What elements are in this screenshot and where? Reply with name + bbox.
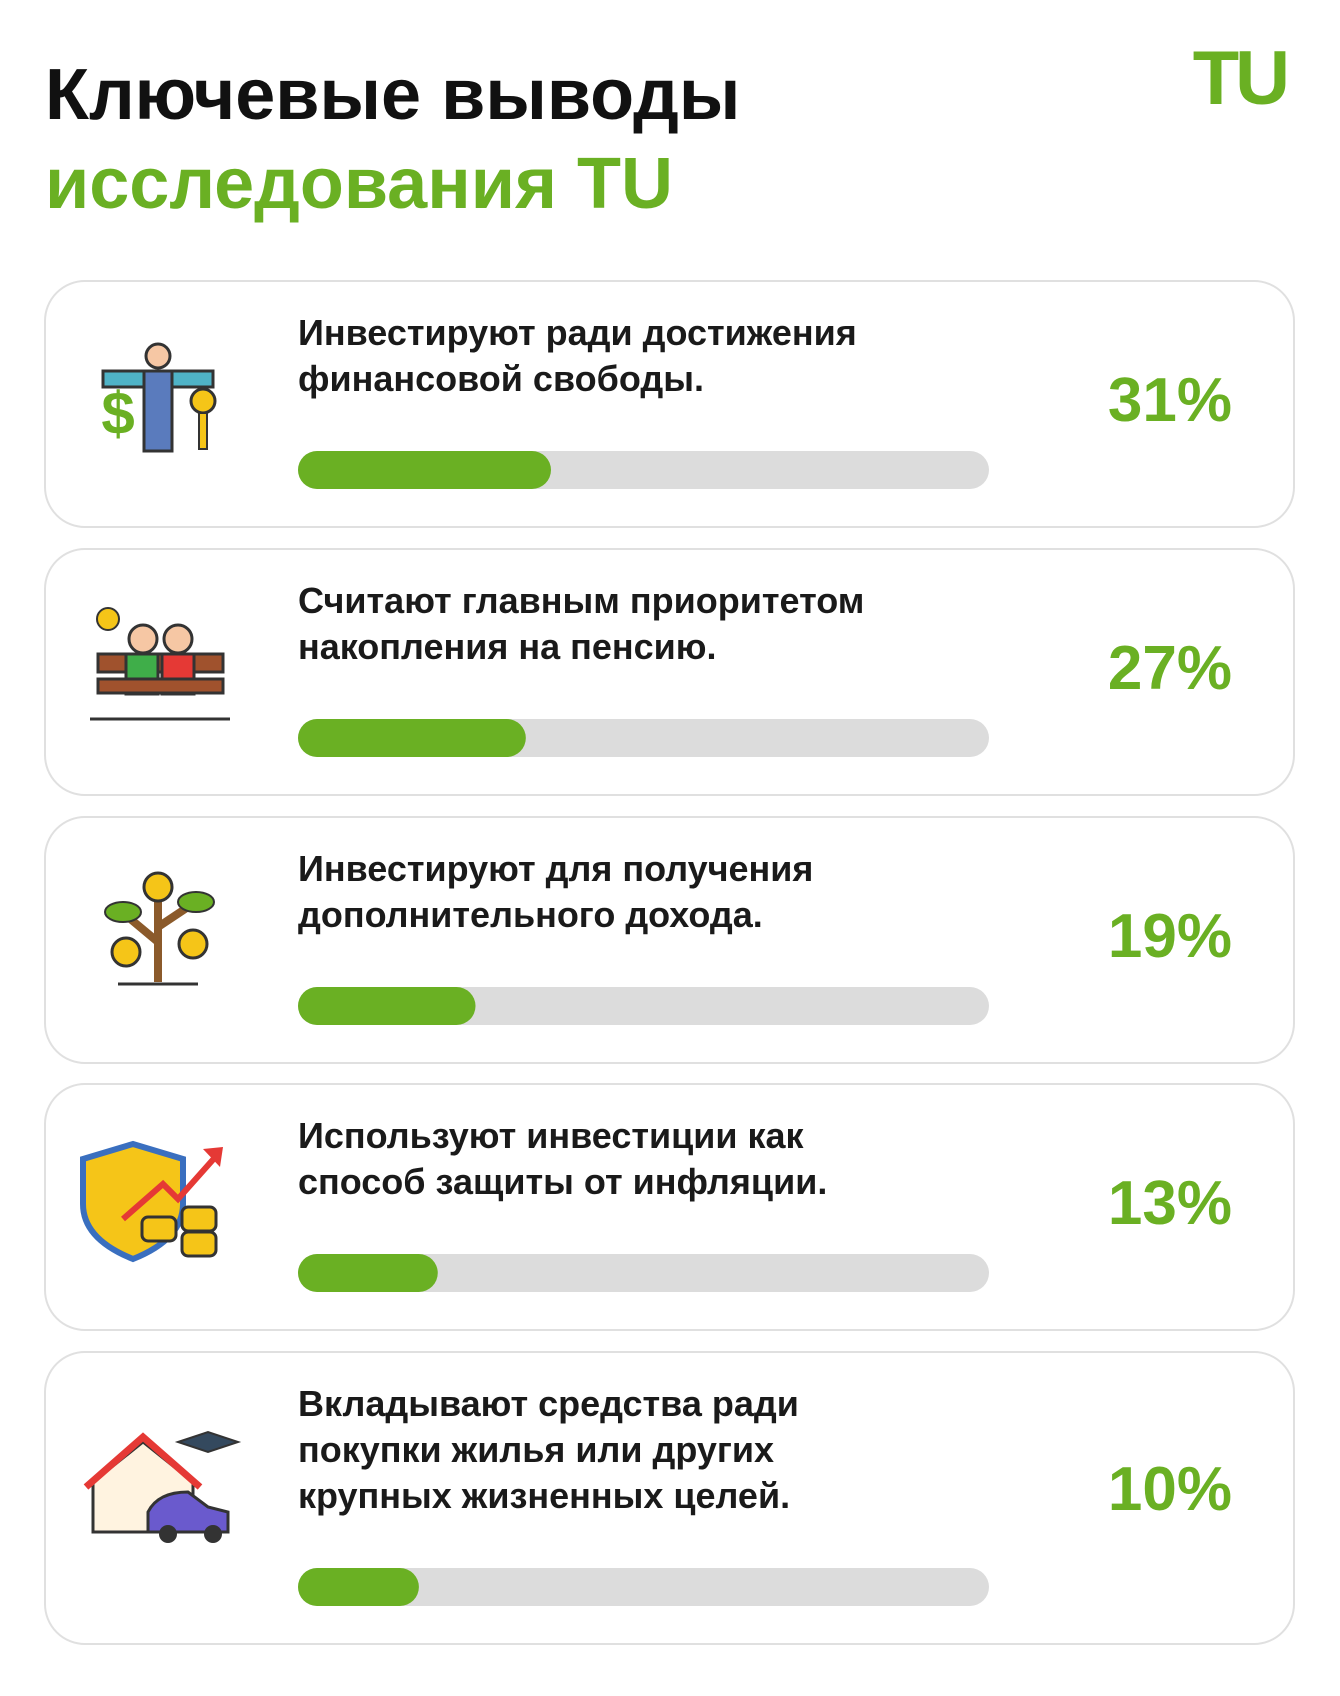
icon <box>80 1140 223 1263</box>
icon-part <box>96 607 120 631</box>
item-text: крупных жизненных целей. <box>298 1475 790 1516</box>
icon-part <box>142 871 174 903</box>
icon-part <box>140 1215 178 1243</box>
bar <box>298 451 551 489</box>
item-text: Вкладывают средства ради <box>298 1383 799 1424</box>
card: $ Инвестируют ради достижения финансовой с… <box>44 280 1295 528</box>
icon-part <box>83 1432 203 1490</box>
icon <box>90 607 230 721</box>
icon-part <box>203 1147 223 1167</box>
icon: $ <box>101 342 217 453</box>
card: Считают главным приоритетом накопления на… <box>44 548 1295 796</box>
percent-label: 13% <box>1108 1169 1232 1238</box>
bar <box>298 1568 419 1606</box>
bar-track <box>298 1568 989 1606</box>
icon-part <box>177 928 209 960</box>
icon-part <box>177 891 215 913</box>
item-text: Инвестируют для получения <box>298 848 813 889</box>
title-line1: Ключевые выводы <box>45 55 740 135</box>
icon-part <box>198 412 208 450</box>
icon <box>83 1430 242 1543</box>
bar-track <box>298 1254 989 1292</box>
icon-part: $ <box>101 380 134 447</box>
item-text: дополнительного дохода. <box>298 894 763 935</box>
icon-part <box>174 1430 242 1454</box>
icon-part <box>159 1525 177 1543</box>
icon-part <box>127 623 159 655</box>
item-text: способ защиты от инфляции. <box>298 1161 827 1202</box>
percent-label: 31% <box>1108 366 1232 435</box>
percent-label: 27% <box>1108 634 1232 703</box>
icon-part <box>121 1152 221 1222</box>
icon-part <box>162 623 194 655</box>
bar <box>298 719 526 757</box>
bar <box>298 1254 438 1292</box>
icon-part <box>142 369 174 453</box>
icon-part <box>144 342 172 370</box>
item-text: покупки жилья или других <box>298 1429 774 1470</box>
item-text: финансовой свободы. <box>298 358 704 399</box>
card: Инвестируют для получения дополнительного… <box>44 816 1295 1064</box>
icon <box>104 871 215 986</box>
item-text: Считают главным приоритетом <box>298 580 864 621</box>
icon-part <box>96 677 225 695</box>
card: Используют инвестиции как способ защиты о… <box>44 1083 1295 1331</box>
item-text: накопления на пенсию. <box>298 626 717 667</box>
title-line2: исследования TU <box>45 144 673 224</box>
item-text: Инвестируют ради достижения <box>298 312 857 353</box>
item-text: Используют инвестиции как <box>298 1115 805 1156</box>
percent-label: 10% <box>1108 1455 1232 1524</box>
icon-part <box>204 1525 222 1543</box>
card: Вкладывают средства ради покупки жилья ил… <box>44 1351 1295 1645</box>
icon-part <box>180 1205 218 1233</box>
icon-part <box>180 1230 218 1258</box>
logo: TU <box>1193 36 1286 121</box>
icon-part <box>146 1490 230 1534</box>
percent-label: 19% <box>1108 902 1232 971</box>
icon-part <box>110 936 142 968</box>
cards: $ Инвестируют ради достижения финансовой с… <box>44 280 1295 1645</box>
icon-part <box>104 901 142 923</box>
bar <box>298 987 476 1025</box>
icon-part <box>189 387 217 415</box>
